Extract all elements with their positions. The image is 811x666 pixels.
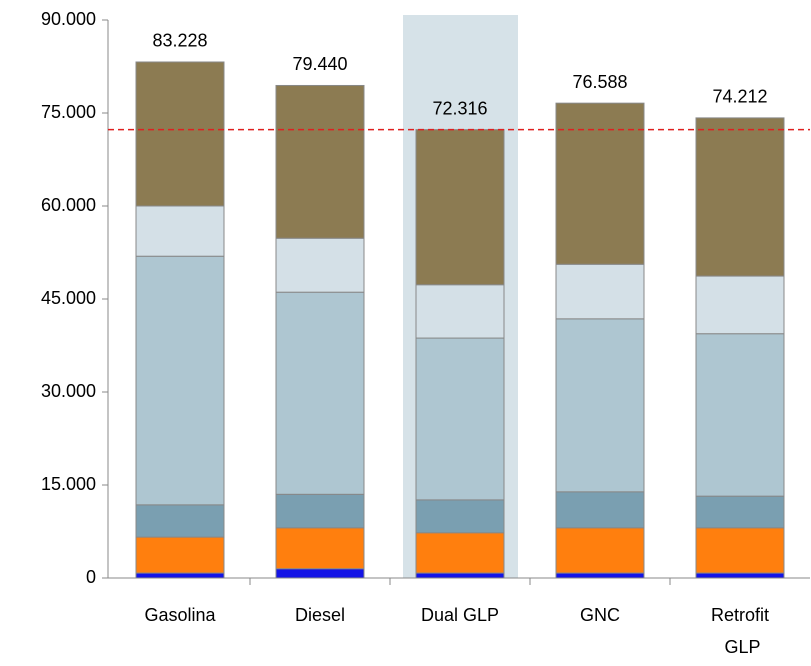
bar-segment [415,284,505,339]
y-tick-label: 90.000 [41,9,96,29]
x-tick-label: GNC [580,605,620,625]
x-tick-label: Retrofit GLP [711,605,769,657]
bar-segment [275,84,365,239]
bar-segment [135,504,225,538]
x-tick-label: Diesel [295,605,345,625]
bar-segment [555,102,645,265]
bar-segment [415,129,505,286]
bar-segment [555,263,645,320]
total-label: 83.228 [152,31,207,51]
total-label: 72.316 [432,98,487,118]
bar-segment [135,205,225,257]
bar-segment [415,337,505,501]
x-tick-label: Dual GLP [421,605,499,625]
bar-segment [555,572,645,579]
bar-segment [275,237,365,293]
bar-segment [135,61,225,207]
y-tick-label: 0 [86,567,96,587]
bar-segment [135,255,225,506]
bar-segment [275,568,365,579]
bar-segment [275,527,365,570]
total-label: 76.588 [572,72,627,92]
total-label: 79.440 [292,54,347,74]
bar-segment [695,117,785,277]
bar-segment [135,536,225,574]
y-tick-label: 45.000 [41,288,96,308]
y-tick-label: 75.000 [41,102,96,122]
bar-segment [695,333,785,497]
total-label: 74.212 [712,87,767,107]
bar-segment [695,275,785,335]
bar-segment [695,572,785,579]
bar-segment [695,495,785,529]
bar-segment [135,572,225,579]
bar-segment [415,499,505,534]
x-tick-label: Gasolina [144,605,216,625]
bar-segment [275,493,365,529]
bar-segment [415,532,505,574]
bar-segment [695,527,785,574]
bar-segment [415,572,505,579]
y-tick-label: 30.000 [41,381,96,401]
y-tick-label: 60.000 [41,195,96,215]
bar-segment [555,491,645,529]
bar-segment [275,291,365,495]
y-tick-label: 15.000 [41,474,96,494]
bar-segment [555,527,645,574]
bar-segment [555,318,645,493]
